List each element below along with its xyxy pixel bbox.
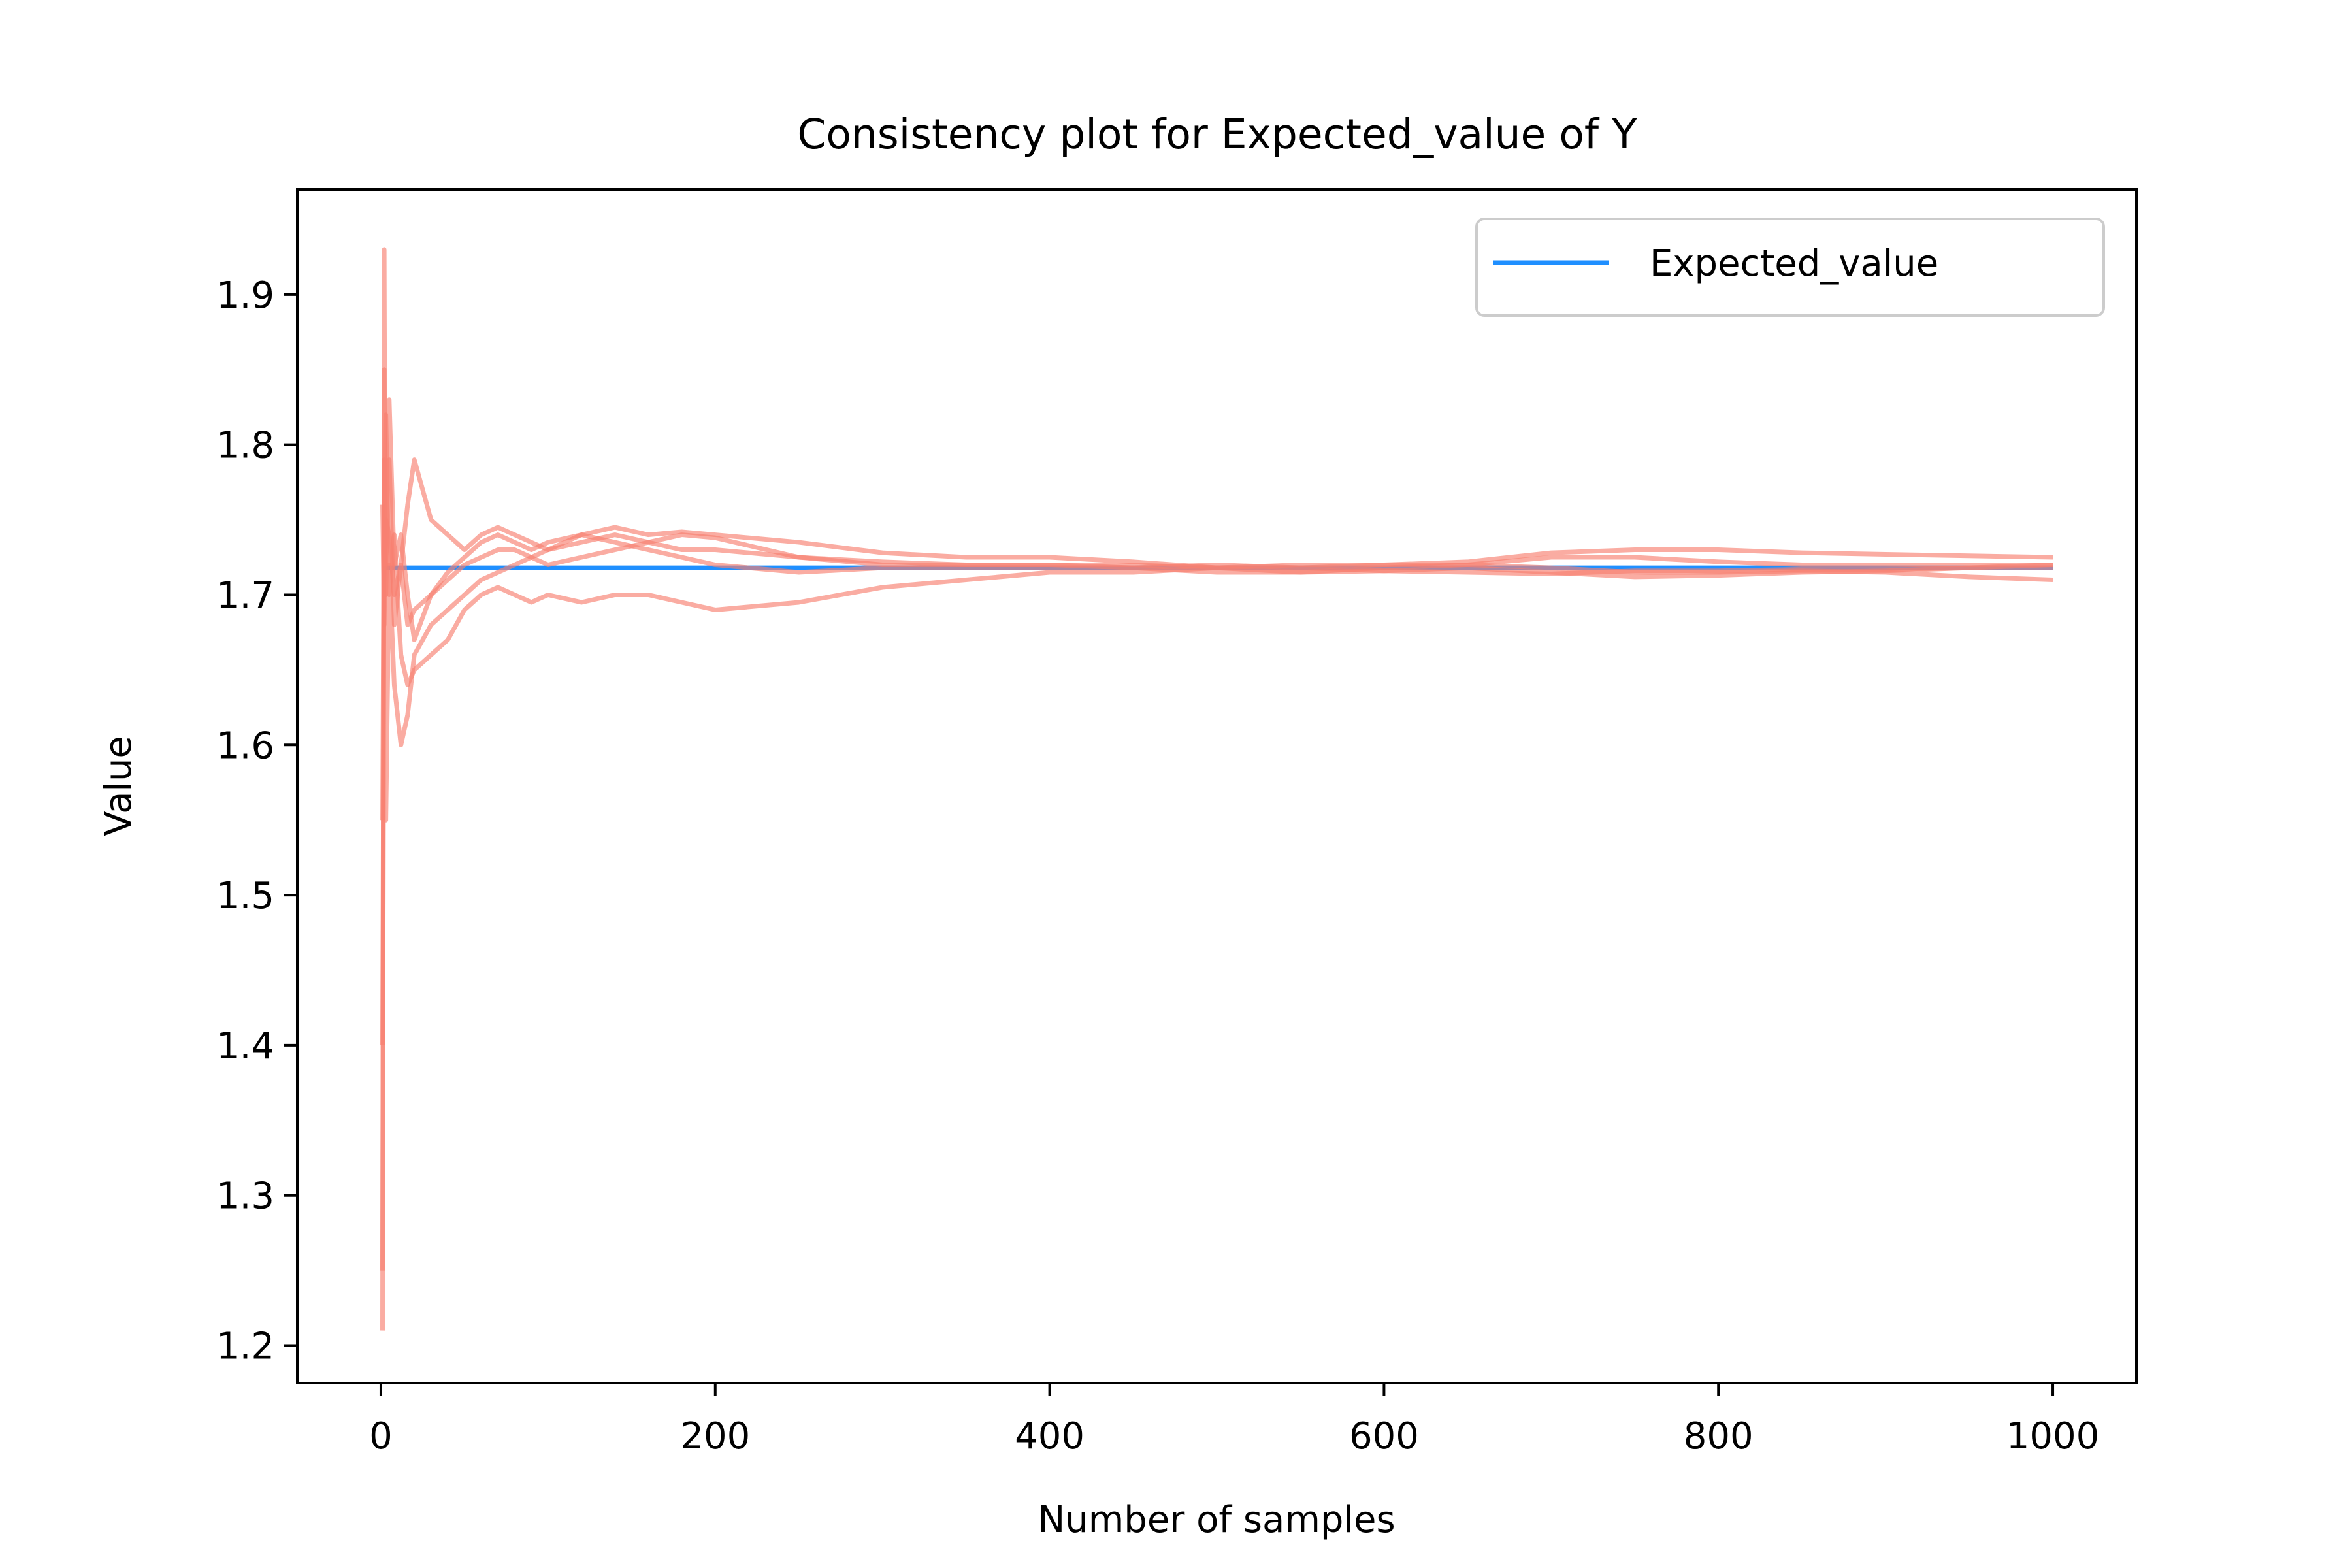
y-tick-label: 1.3	[216, 1175, 274, 1218]
y-tick-label: 1.4	[216, 1025, 274, 1068]
legend-label-expected-value: Expected_value	[1650, 242, 1938, 285]
x-tick-label: 200	[680, 1415, 750, 1458]
x-axis-label: Number of samples	[1037, 1499, 1395, 1541]
y-tick-label: 1.2	[216, 1326, 274, 1368]
y-tick-label: 1.6	[216, 725, 274, 767]
y-axis-label: Value	[97, 736, 140, 836]
x-tick-label: 400	[1015, 1415, 1085, 1458]
y-axis: 1.2 1.3 1.4 1.5 1.6 1.7 1.8 1.9	[216, 274, 297, 1368]
x-tick-label: 0	[369, 1415, 393, 1458]
x-tick-label: 1000	[2006, 1415, 2100, 1458]
series-line-estimate-3	[380, 412, 2053, 1045]
x-tick-label: 600	[1349, 1415, 1419, 1458]
chart-title: Consistency plot for Expected_value of Y	[797, 110, 1637, 158]
x-axis: 0 200 400 600 800 1000	[369, 1383, 2099, 1458]
series-layer	[380, 247, 2053, 1331]
series-line-estimate-2	[380, 367, 2053, 1271]
legend-box	[1475, 218, 2105, 317]
x-tick-label: 800	[1684, 1415, 1754, 1458]
series-line-estimate-5	[380, 397, 2053, 821]
legend: Expected_value	[1475, 218, 2105, 317]
plot-frame	[296, 188, 2138, 1384]
y-tick-label: 1.8	[216, 425, 274, 467]
y-tick-label: 1.5	[216, 875, 274, 917]
y-tick-label: 1.9	[216, 274, 274, 317]
plot-area	[380, 247, 2053, 1331]
y-tick-label: 1.7	[216, 574, 274, 617]
